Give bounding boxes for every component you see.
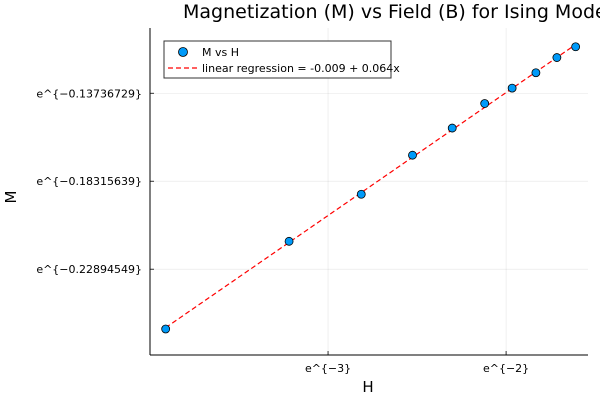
data-point [161,324,171,334]
data-point [480,99,490,108]
data-point [356,189,366,199]
chart-title: Magnetization (M) vs Field (B) for Ising… [183,1,600,23]
y-tick-label: e^{−0.18315639} [36,175,142,188]
legend-box [163,40,392,79]
axes [149,28,588,356]
x-axis-label: H [362,378,373,396]
series [161,42,581,334]
legend: M vs H linear regression = -0.009 + 0.06… [163,40,400,79]
legend-marker-scatter [178,47,188,57]
legend-label-line: linear regression = -0.009 + 0.064x [202,62,400,75]
data-point [507,83,517,93]
data-point [552,53,562,62]
ticks: e^{−3} e^{−2} e^{−0.13736729} e^{−0.1831563… [36,87,529,375]
x-tick-label: e^{−3} [305,362,351,375]
y-tick-label: e^{−0.22894549} [36,263,142,276]
data-point [447,123,457,133]
data-point [408,150,417,160]
y-tick-label: e^{−0.13736729} [36,87,142,100]
regression-line [165,44,576,329]
data-point [284,236,294,246]
y-axis-label: M [2,191,20,204]
data-point [531,68,541,78]
legend-label-scatter: M vs H [202,46,239,59]
x-tick-label: e^{−2} [483,362,529,375]
grid [150,28,588,355]
data-point [571,42,581,52]
